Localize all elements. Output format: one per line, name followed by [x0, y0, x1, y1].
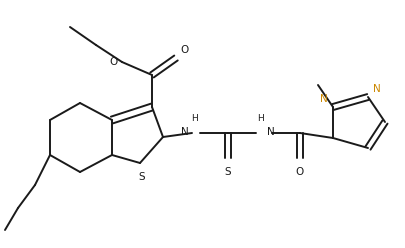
Text: H: H — [258, 114, 264, 123]
Text: H: H — [192, 114, 198, 123]
Text: N: N — [181, 127, 189, 137]
Text: O: O — [110, 57, 118, 67]
Text: O: O — [180, 45, 188, 55]
Text: N: N — [267, 127, 275, 137]
Text: N: N — [373, 84, 381, 94]
Text: S: S — [225, 167, 231, 177]
Text: S: S — [139, 172, 145, 182]
Text: O: O — [296, 167, 304, 177]
Text: N: N — [320, 94, 328, 104]
